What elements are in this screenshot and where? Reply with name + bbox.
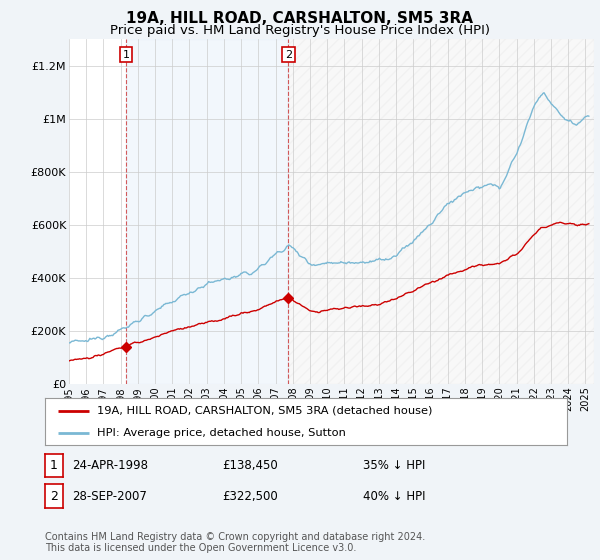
Text: 40% ↓ HPI: 40% ↓ HPI <box>363 489 425 503</box>
Text: £322,500: £322,500 <box>222 489 278 503</box>
Text: 1: 1 <box>50 459 58 472</box>
Text: 24-APR-1998: 24-APR-1998 <box>72 459 148 472</box>
Text: HPI: Average price, detached house, Sutton: HPI: Average price, detached house, Sutt… <box>97 428 346 438</box>
Text: 19A, HILL ROAD, CARSHALTON, SM5 3RA: 19A, HILL ROAD, CARSHALTON, SM5 3RA <box>127 11 473 26</box>
Bar <box>288 39 594 384</box>
Text: 2: 2 <box>50 489 58 503</box>
Text: 35% ↓ HPI: 35% ↓ HPI <box>363 459 425 472</box>
Text: £138,450: £138,450 <box>222 459 278 472</box>
Text: 2: 2 <box>285 50 292 60</box>
Text: Price paid vs. HM Land Registry's House Price Index (HPI): Price paid vs. HM Land Registry's House … <box>110 24 490 36</box>
Text: Contains HM Land Registry data © Crown copyright and database right 2024.
This d: Contains HM Land Registry data © Crown c… <box>45 531 425 553</box>
Text: 28-SEP-2007: 28-SEP-2007 <box>72 489 147 503</box>
Text: 19A, HILL ROAD, CARSHALTON, SM5 3RA (detached house): 19A, HILL ROAD, CARSHALTON, SM5 3RA (det… <box>97 406 433 416</box>
Bar <box>126 39 288 384</box>
Text: 1: 1 <box>122 50 130 60</box>
